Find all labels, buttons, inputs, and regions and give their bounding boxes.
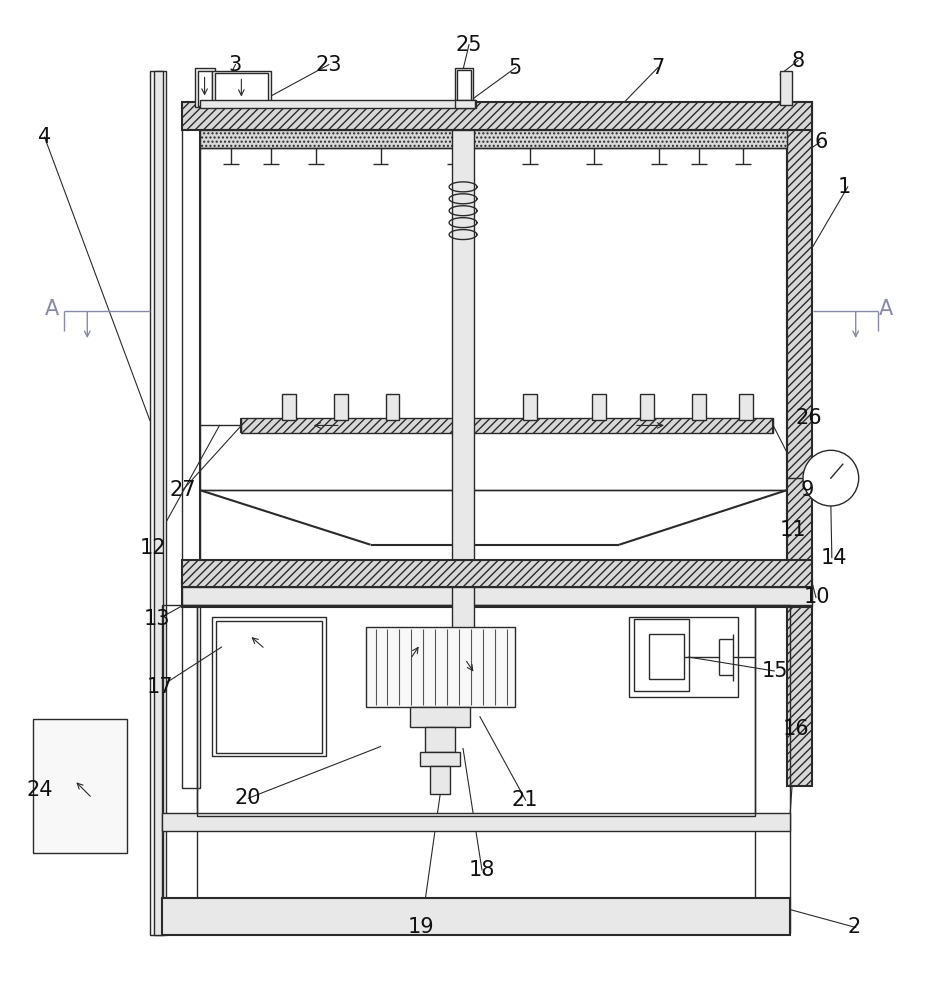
Bar xyxy=(182,102,199,788)
Bar xyxy=(452,130,474,585)
Bar xyxy=(787,102,812,786)
Bar xyxy=(692,394,706,420)
Bar xyxy=(33,719,127,853)
Text: 4: 4 xyxy=(39,127,52,147)
Text: 5: 5 xyxy=(509,58,522,78)
Text: 3: 3 xyxy=(228,55,242,75)
Bar xyxy=(457,70,471,103)
Bar xyxy=(452,587,474,657)
Bar xyxy=(215,73,268,105)
Bar xyxy=(629,617,739,697)
Text: A: A xyxy=(879,299,894,319)
Bar xyxy=(425,727,455,752)
Bar xyxy=(455,68,473,105)
Bar xyxy=(199,130,787,148)
Text: 17: 17 xyxy=(147,677,173,697)
Text: 7: 7 xyxy=(651,58,664,78)
Bar xyxy=(634,619,689,691)
Text: 21: 21 xyxy=(512,790,538,810)
Bar xyxy=(182,587,812,605)
Text: 23: 23 xyxy=(315,55,342,75)
Text: 20: 20 xyxy=(234,788,261,808)
Circle shape xyxy=(803,450,859,506)
Bar xyxy=(282,394,296,420)
Bar xyxy=(162,813,790,831)
Bar xyxy=(410,707,470,727)
Text: 24: 24 xyxy=(27,780,54,800)
Bar xyxy=(386,394,399,420)
Bar xyxy=(212,71,271,107)
Text: 12: 12 xyxy=(139,538,166,558)
Text: 16: 16 xyxy=(783,719,809,739)
Text: 27: 27 xyxy=(169,480,196,500)
Bar xyxy=(241,418,774,433)
Bar xyxy=(430,766,450,794)
Bar xyxy=(182,102,812,130)
Bar xyxy=(162,898,790,935)
Bar xyxy=(780,71,792,105)
Text: 13: 13 xyxy=(144,609,170,629)
Text: 26: 26 xyxy=(796,408,822,428)
Bar xyxy=(150,71,166,935)
Bar xyxy=(197,605,756,816)
Bar xyxy=(154,71,163,935)
Text: A: A xyxy=(44,299,58,319)
Text: 10: 10 xyxy=(804,587,830,607)
Bar xyxy=(182,580,812,607)
Bar xyxy=(215,621,322,753)
Text: 15: 15 xyxy=(761,661,788,681)
Bar xyxy=(455,100,475,108)
Text: 6: 6 xyxy=(815,132,828,152)
Text: 1: 1 xyxy=(838,177,852,197)
Bar xyxy=(649,634,684,679)
Bar xyxy=(366,627,515,707)
Bar xyxy=(522,394,536,420)
Text: 11: 11 xyxy=(780,520,806,540)
Text: 2: 2 xyxy=(848,917,861,937)
Bar xyxy=(421,752,460,766)
Bar xyxy=(212,617,326,756)
Bar xyxy=(640,394,654,420)
Bar xyxy=(195,68,215,107)
Bar xyxy=(334,394,348,420)
Text: 25: 25 xyxy=(455,35,482,55)
Bar xyxy=(456,394,470,420)
Bar xyxy=(199,100,476,108)
Bar xyxy=(198,71,212,106)
Text: 8: 8 xyxy=(791,51,805,71)
Text: 19: 19 xyxy=(407,917,434,937)
Bar xyxy=(756,605,790,933)
Bar xyxy=(162,605,197,933)
Text: 18: 18 xyxy=(469,860,495,880)
Bar xyxy=(182,560,812,587)
Bar xyxy=(592,394,606,420)
Text: 14: 14 xyxy=(821,548,847,568)
Bar xyxy=(740,394,754,420)
Text: 9: 9 xyxy=(801,480,814,500)
